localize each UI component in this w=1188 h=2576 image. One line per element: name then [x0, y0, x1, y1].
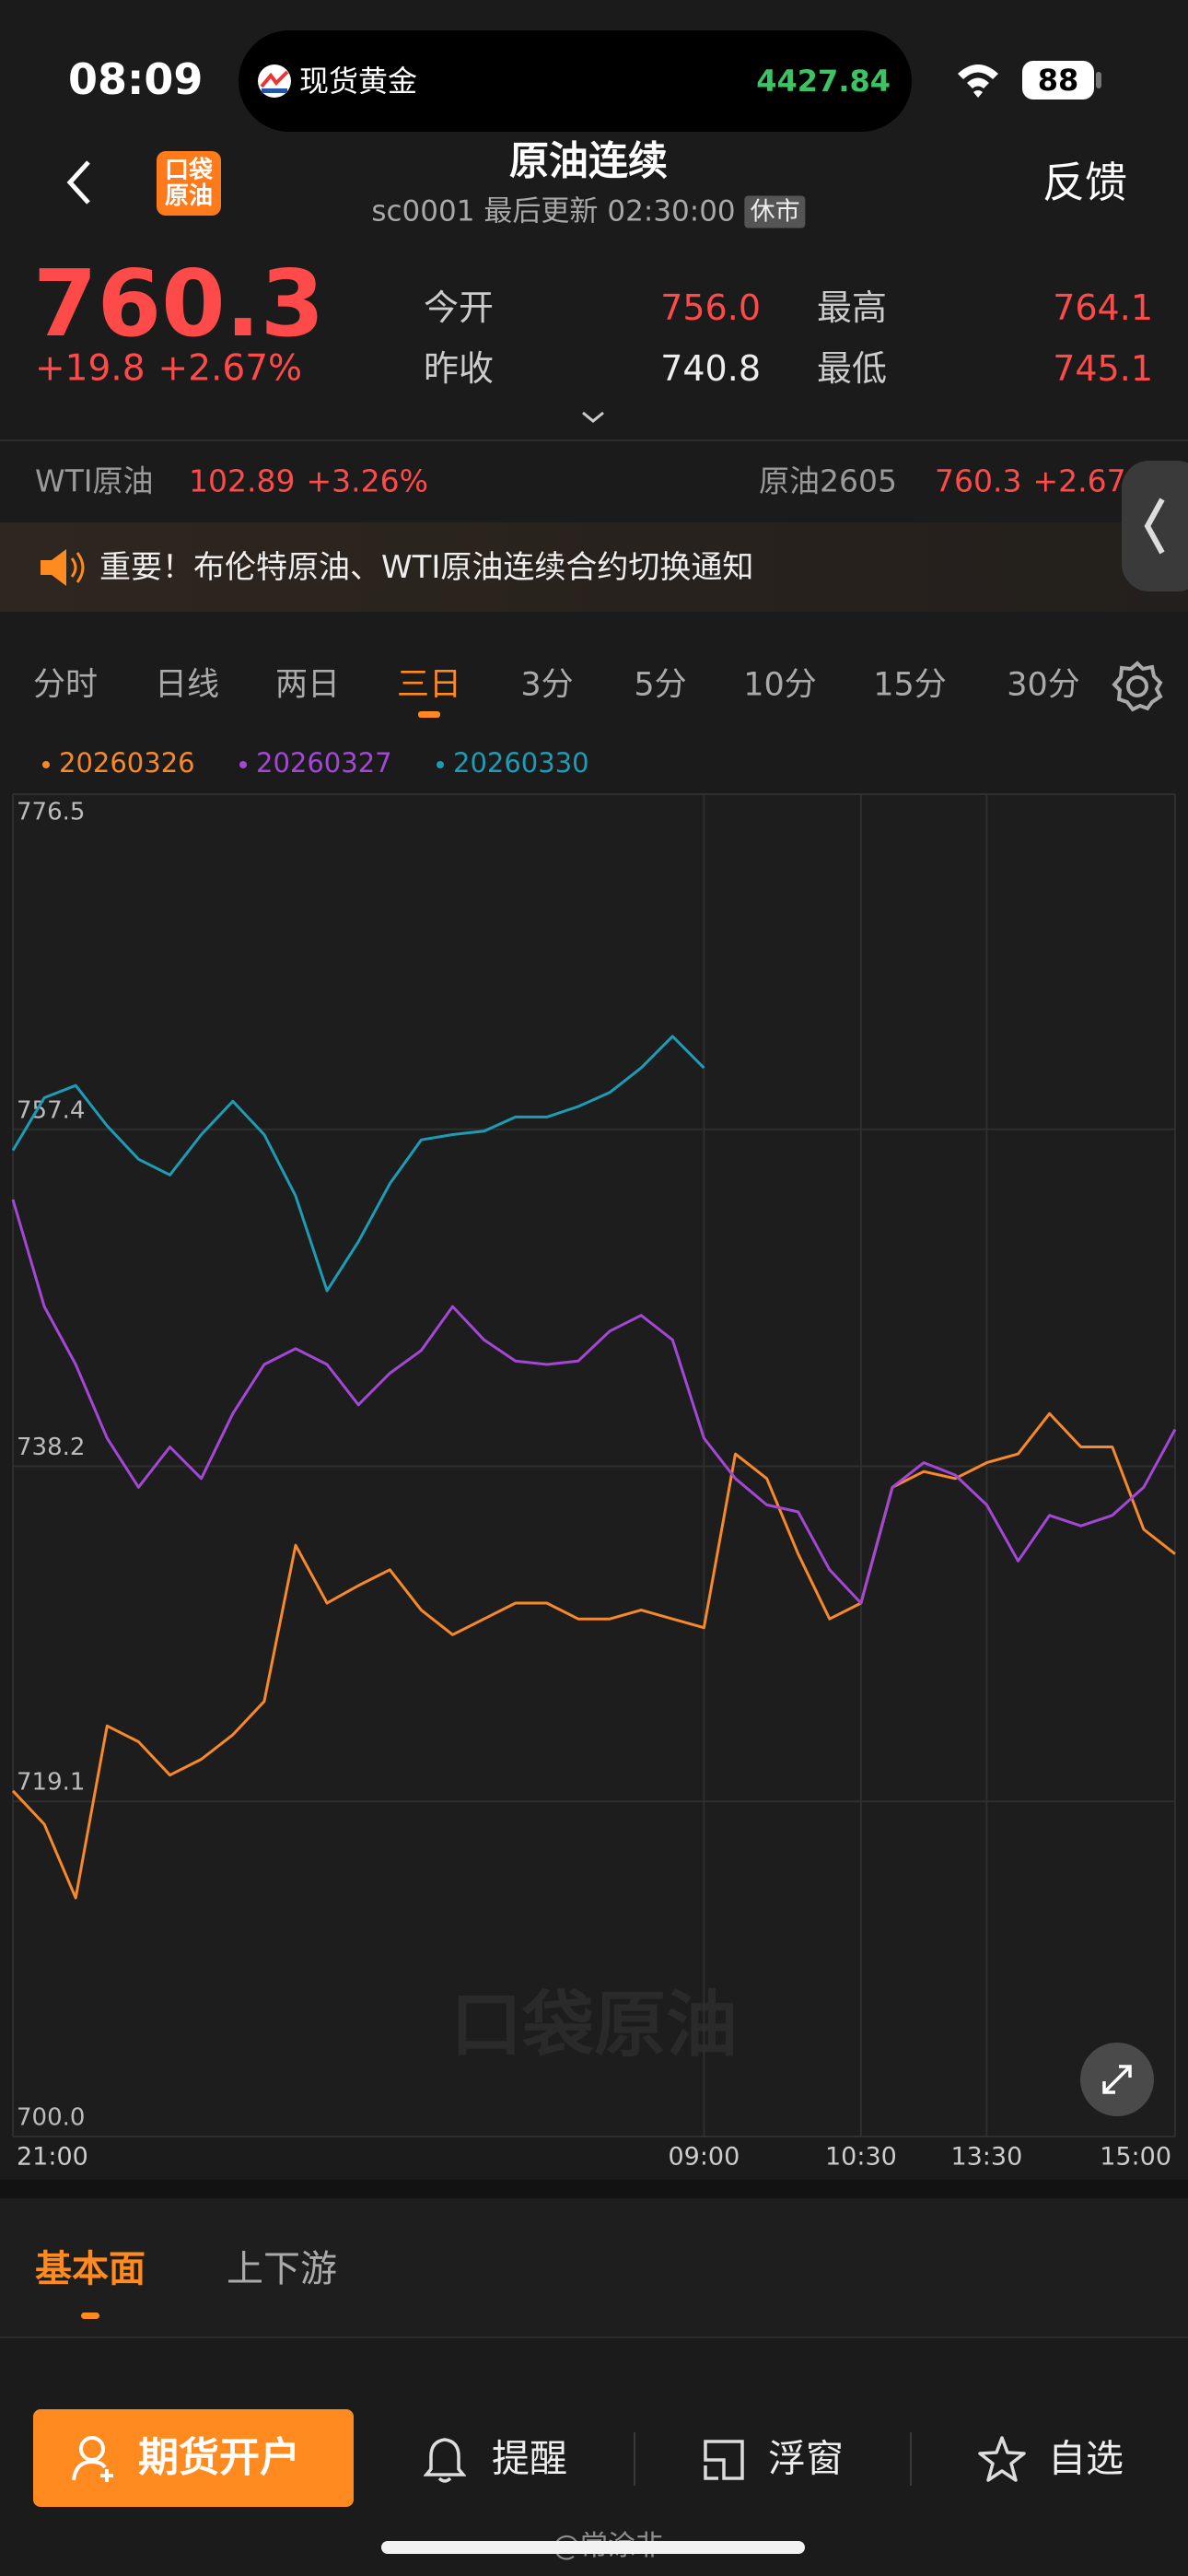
- notice-text: 重要！布伦特原油、WTI原油连续合约切换通知: [99, 549, 754, 586]
- active-indicator: [418, 711, 440, 718]
- contract-code: sc0001: [371, 194, 475, 228]
- back-button[interactable]: [63, 158, 96, 206]
- period-tab[interactable]: 15分: [873, 666, 947, 704]
- float-window-icon: [704, 2440, 744, 2480]
- legend-dot: [239, 761, 247, 768]
- feedback-button[interactable]: 反馈: [1042, 158, 1127, 207]
- ticker-icon: [258, 64, 291, 98]
- y-tick-label: 757.4: [17, 1096, 85, 1124]
- side-chevron: [1144, 498, 1165, 555]
- period-tab[interactable]: 5分: [634, 666, 687, 704]
- period-tab[interactable]: 30分: [1007, 666, 1080, 704]
- stat-label: 最高: [817, 287, 888, 328]
- period-tab[interactable]: 10分: [743, 666, 817, 704]
- series-line: [11, 1199, 1177, 1605]
- period-tabs: 分时 日线 两日 三日 3分 5分 10分 15分 30分: [0, 636, 1188, 737]
- clock: 08:09: [68, 54, 204, 104]
- change-pct: +2.67%: [157, 347, 303, 390]
- stat-label: 昨收: [424, 348, 495, 389]
- update-time: 02:30:00: [607, 194, 736, 228]
- battery-cap: [1096, 72, 1101, 88]
- x-tick-label: 21:00: [17, 2143, 88, 2172]
- x-tick-label: 15:00: [1100, 2143, 1171, 2172]
- legend-label: 20260326: [59, 747, 195, 779]
- period-tab[interactable]: 三日: [396, 666, 462, 704]
- ticker-price: 4427.84: [756, 64, 891, 99]
- stat-value: 764.1: [1053, 287, 1153, 328]
- battery: 88: [1022, 61, 1094, 100]
- stat-label: 今开: [424, 287, 495, 328]
- divider: [0, 2180, 1188, 2198]
- y-tick-label: 738.2: [17, 1434, 85, 1461]
- ticker-name: 现货黄金: [299, 64, 418, 99]
- change: +19.8: [35, 347, 146, 390]
- app-logo: 口袋 原油: [157, 151, 221, 216]
- home-indicator: [381, 2541, 805, 2554]
- stat-value: 740.8: [660, 348, 761, 389]
- related-price: 102.89: [189, 463, 296, 499]
- y-tick-label: 719.1: [17, 1769, 85, 1797]
- bell-icon: [424, 2438, 466, 2483]
- line-chart: 口袋原油 776.5 757.4 738.2 719.1 700.0 21:00 09:00 1…: [11, 747, 1177, 2172]
- last-price: 760.3: [33, 250, 325, 357]
- series-line: [11, 1411, 1176, 1900]
- related-pct: +3.26%: [306, 463, 428, 499]
- divider: [0, 439, 1188, 441]
- side-drawer-tab[interactable]: [1122, 461, 1188, 591]
- related-price: 760.3: [935, 463, 1022, 499]
- y-tick-label: 700.0: [17, 2104, 85, 2132]
- related-name: WTI原油: [35, 463, 154, 499]
- info-tab[interactable]: 上下游: [227, 2248, 337, 2290]
- price-change: +19.8 +2.67%: [35, 351, 302, 387]
- subtitle: sc0001 最后更新 02:30:00 休市: [371, 194, 806, 228]
- action-label[interactable]: 自选: [1048, 2436, 1124, 2481]
- action-label[interactable]: 提醒: [492, 2436, 567, 2481]
- watermark: 口袋原油: [450, 1984, 738, 2067]
- separator: [910, 2432, 912, 2486]
- x-tick-label: 10:30: [825, 2143, 897, 2172]
- y-tick-label: 776.5: [17, 799, 85, 826]
- speaker-icon: [41, 549, 85, 586]
- user-icon: [72, 2436, 113, 2482]
- wifi-icon: [958, 64, 998, 98]
- related-quote: 102.89 +3.26%: [189, 466, 428, 497]
- update-label: 最后更新: [483, 194, 599, 228]
- info-tab[interactable]: 基本面: [35, 2248, 146, 2290]
- logo-text: 原油: [164, 182, 213, 210]
- info-tabs: [0, 2198, 1188, 2336]
- x-tick-label: 13:30: [950, 2143, 1022, 2172]
- period-tab[interactable]: 日线: [154, 666, 220, 704]
- related-row: WTI原油 102.89 +3.26% 原油2605 760.3 +2.67%: [0, 442, 1188, 521]
- period-tab[interactable]: 两日: [274, 666, 341, 704]
- notice-bar[interactable]: [0, 522, 1188, 612]
- divider: [0, 2336, 1188, 2338]
- star-icon: [978, 2436, 1026, 2482]
- status-badge: 休市: [744, 195, 806, 228]
- action-label[interactable]: 浮窗: [768, 2436, 844, 2481]
- active-indicator: [81, 2313, 99, 2319]
- series-line: [11, 1035, 705, 1293]
- related-name: 原油2605: [759, 463, 897, 499]
- ticker-pill[interactable]: [239, 30, 912, 132]
- legend-dot: [42, 761, 50, 768]
- page-title: 原油连续: [509, 138, 668, 185]
- logo-text: 口袋: [164, 157, 213, 184]
- period-tab[interactable]: 分时: [32, 666, 99, 704]
- separator: [634, 2432, 635, 2486]
- button-label: 期货开户: [138, 2434, 300, 2481]
- period-tab[interactable]: 3分: [520, 666, 574, 704]
- settings-icon[interactable]: [1111, 660, 1164, 713]
- legend-label: 20260327: [256, 747, 392, 779]
- stat-value: 756.0: [660, 287, 761, 328]
- stat-label: 最低: [817, 348, 888, 389]
- expand-chevron[interactable]: [580, 409, 606, 426]
- legend-label: 20260330: [453, 747, 589, 779]
- fullscreen-icon: [1102, 2065, 1132, 2094]
- legend-dot: [437, 761, 444, 768]
- x-tick-label: 09:00: [668, 2143, 740, 2172]
- stat-value: 745.1: [1053, 348, 1153, 389]
